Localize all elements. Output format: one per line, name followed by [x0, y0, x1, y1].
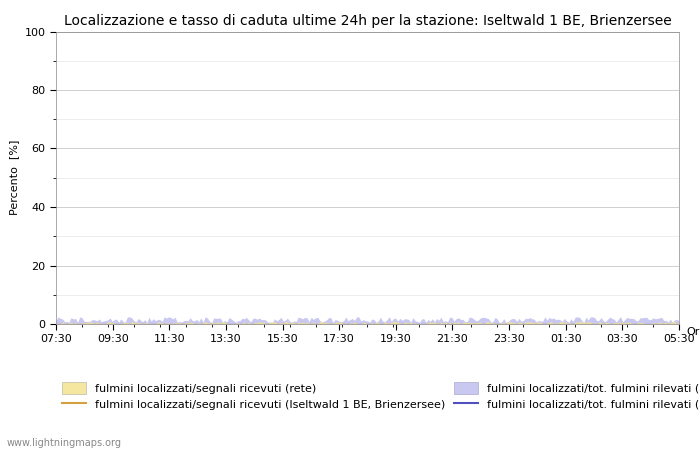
Legend: fulmini localizzati/segnali ricevuti (rete), fulmini localizzati/segnali ricevut: fulmini localizzati/segnali ricevuti (re…: [62, 382, 700, 410]
Title: Localizzazione e tasso di caduta ultime 24h per la stazione: Iseltwald 1 BE, Bri: Localizzazione e tasso di caduta ultime …: [64, 14, 671, 27]
Text: www.lightningmaps.org: www.lightningmaps.org: [7, 438, 122, 448]
Text: Orario: Orario: [686, 327, 700, 337]
Y-axis label: Percento  [%]: Percento [%]: [9, 140, 19, 216]
